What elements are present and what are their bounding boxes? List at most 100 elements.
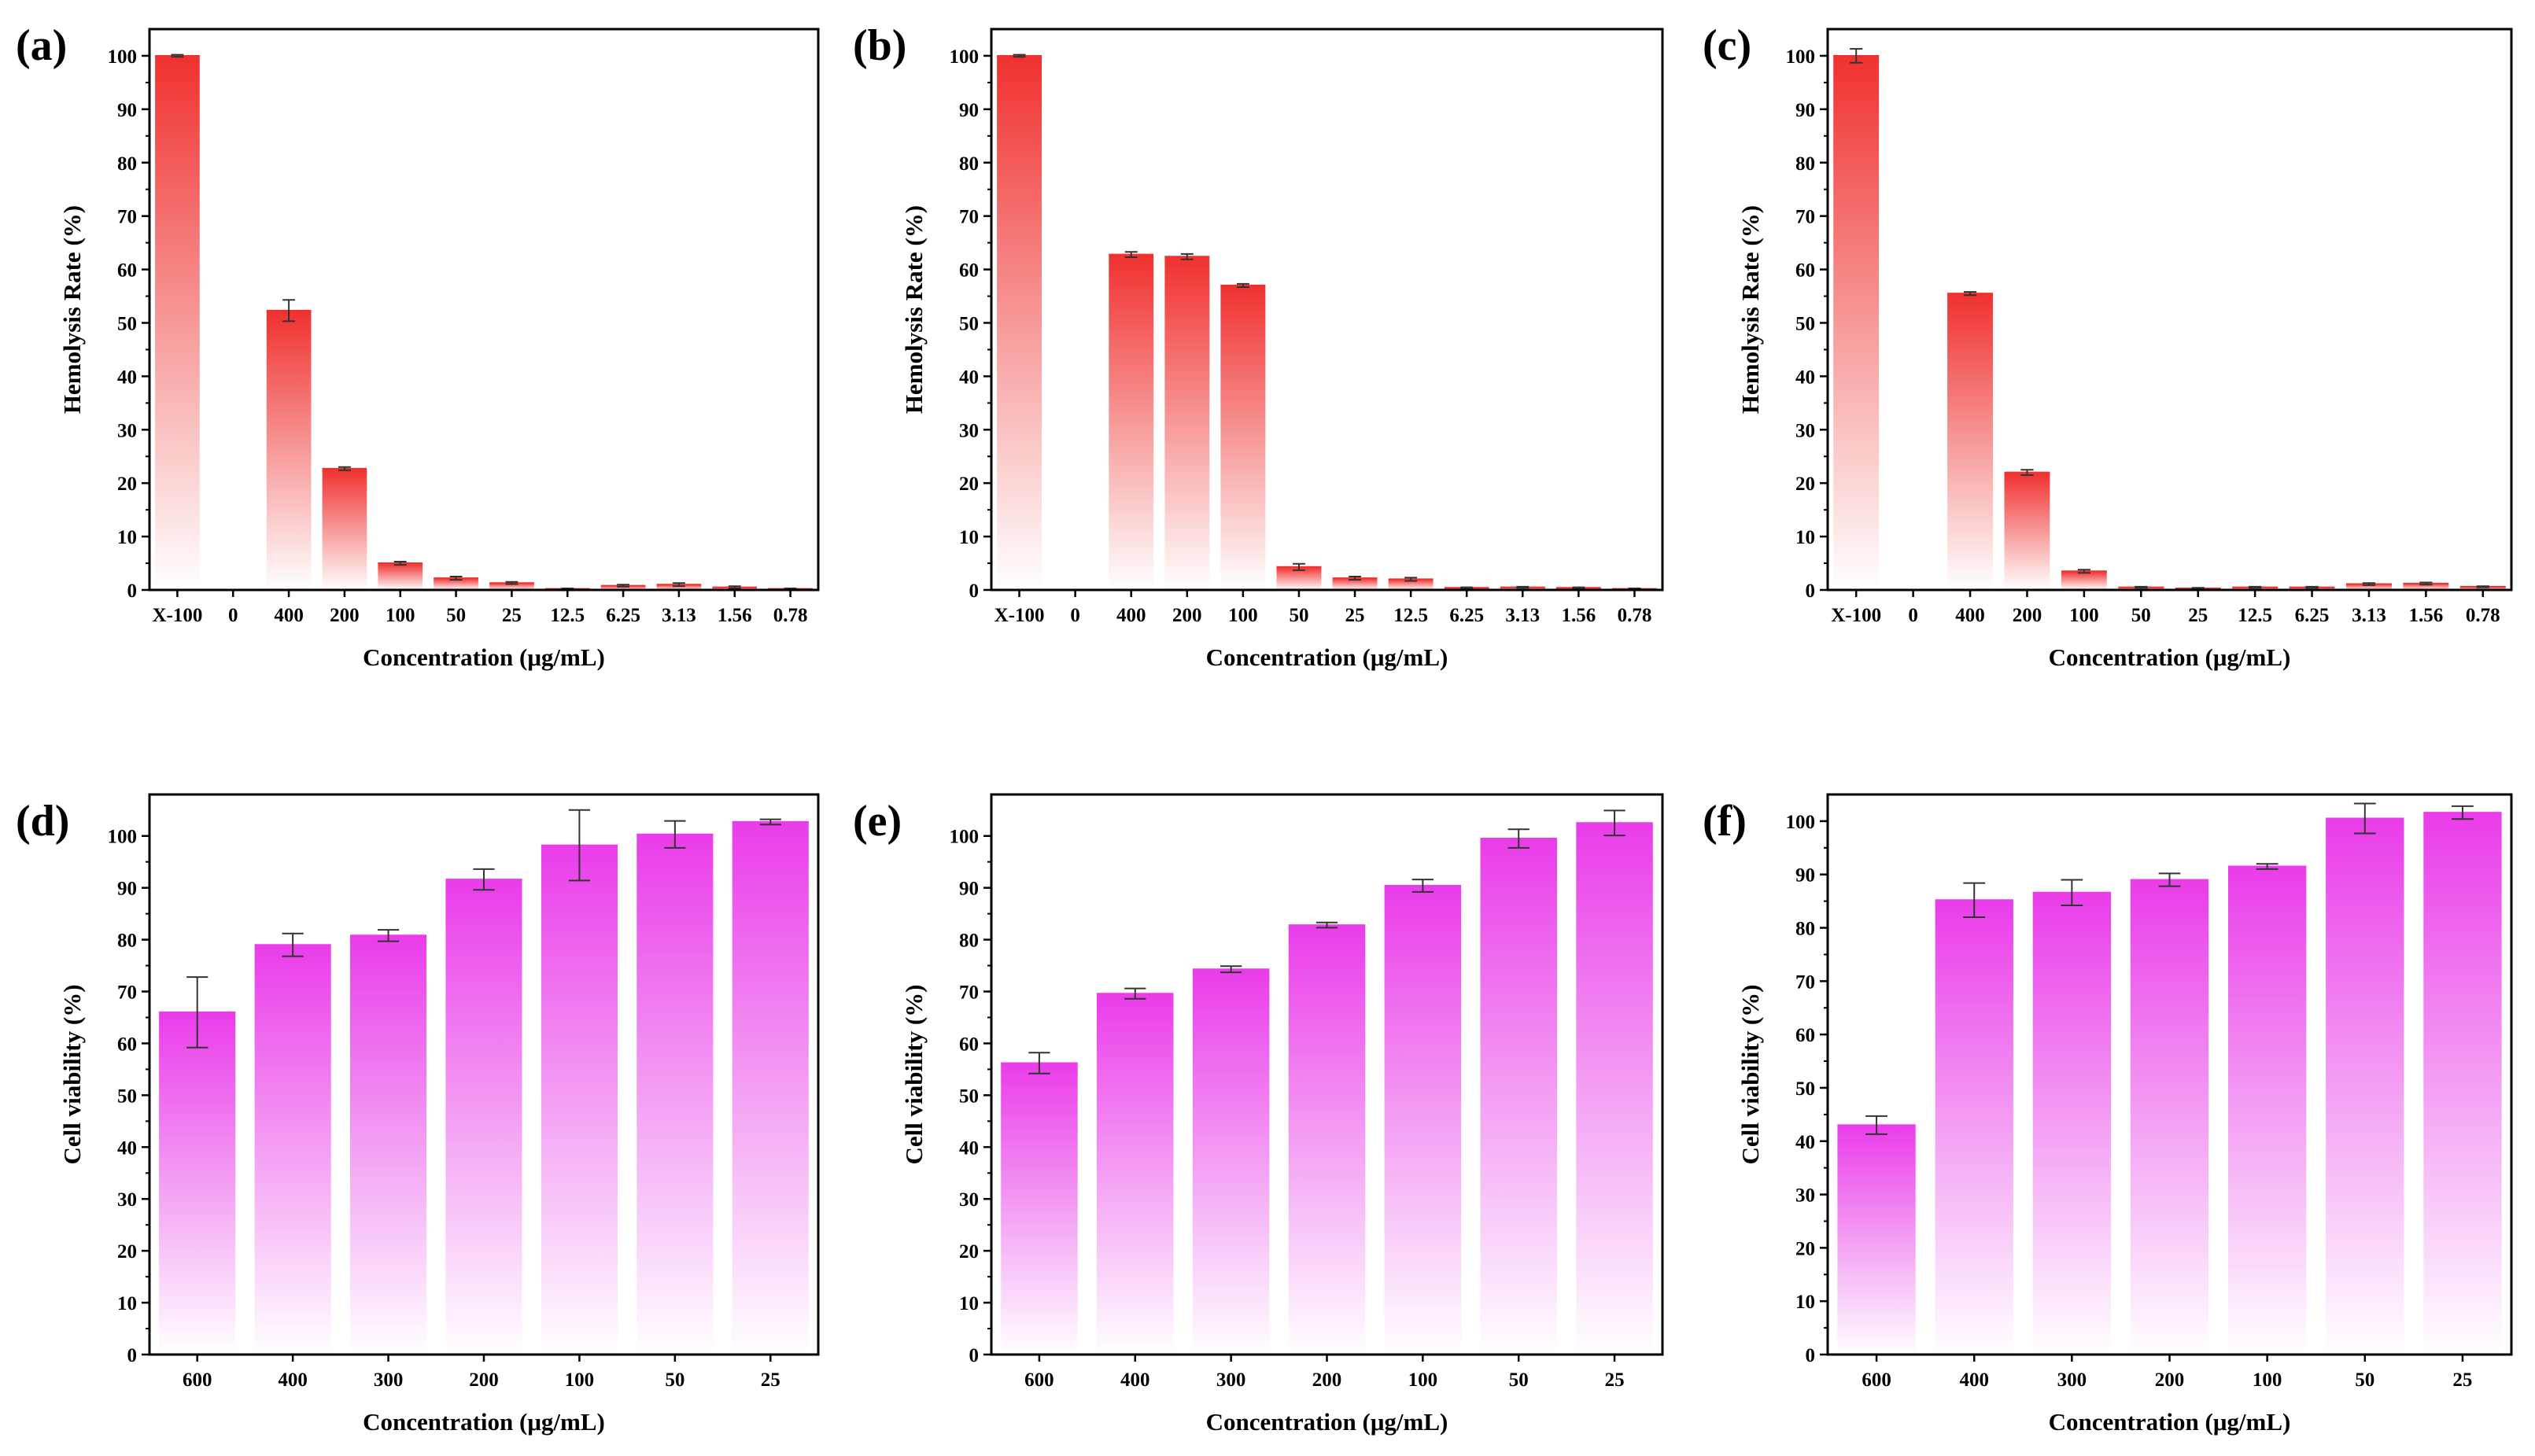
error-bar	[1315, 921, 1338, 929]
bar	[2061, 571, 2107, 590]
y-tick-label: 50	[1795, 1078, 1815, 1100]
error-bar	[1404, 577, 1418, 582]
chart-panel: (f) 600 400 300 200 100 50 25 0 10 20 30 40 50 60 70 80 9…	[1703, 793, 2513, 1436]
error-bar	[2020, 469, 2034, 476]
x-tick-label: 50	[2355, 1369, 2374, 1391]
bar	[2346, 584, 2392, 590]
y-axis-title: Hemolysis Rate (%)	[1736, 205, 1764, 414]
bar	[1109, 254, 1154, 590]
y-tick-label: 60	[1795, 260, 1815, 282]
bar	[434, 578, 478, 590]
y-tick-label: 50	[117, 1086, 137, 1107]
bar	[1947, 293, 1993, 590]
y-tick-label: 0	[1806, 1345, 1816, 1366]
bar	[1837, 1125, 1916, 1355]
error-bar	[2077, 569, 2090, 574]
y-tick-label: 40	[959, 367, 979, 388]
x-tick-label: 400	[1959, 1369, 1989, 1391]
bar	[1220, 285, 1266, 590]
y-tick-label: 40	[1795, 1132, 1815, 1153]
y-axis-title: Hemolysis Rate (%)	[58, 205, 86, 414]
y-tick-label: 100	[950, 827, 980, 848]
y-tick-label: 60	[117, 1034, 137, 1055]
x-tick-label: 100	[1408, 1369, 1438, 1391]
chart-panel: (c)X-100 0 400 200 100 50 25 12.5 6.25 3.13 1.56 0.…	[1703, 21, 2513, 671]
error-bar	[1349, 576, 1362, 581]
y-tick-label: 80	[959, 931, 979, 952]
x-tick-label: 600	[183, 1369, 212, 1391]
y-tick-label: 20	[117, 1241, 137, 1262]
y-tick-label: 50	[1795, 313, 1815, 334]
x-tick-label: 400	[1120, 1369, 1150, 1391]
x-tick-label: 6.25	[1449, 605, 1484, 626]
error-bar	[2158, 872, 2181, 887]
y-tick-label: 100	[950, 46, 980, 68]
bar	[322, 468, 367, 590]
y-axis-title: Cell viability (%)	[1736, 984, 1764, 1164]
x-axis-title: Concentration (μg/mL)	[1206, 1408, 1448, 1436]
y-tick-label: 0	[127, 1345, 138, 1366]
error-bar	[186, 976, 208, 1049]
error-bar	[1963, 291, 1977, 297]
y-tick-label: 0	[127, 581, 138, 602]
error-bar	[617, 584, 630, 588]
error-bar	[1963, 882, 1986, 918]
error-bar	[1028, 1052, 1050, 1074]
y-tick-label: 20	[117, 474, 137, 495]
error-bar	[282, 299, 296, 323]
x-tick-label: X-100	[152, 605, 202, 626]
x-tick-label: 200	[469, 1369, 499, 1391]
bar	[1097, 993, 1174, 1355]
x-tick-label: 200	[2013, 605, 2042, 626]
x-tick-label: 0.78	[1618, 605, 1652, 626]
x-tick-label: 300	[2057, 1369, 2087, 1391]
y-tick-label: 90	[959, 100, 979, 121]
x-tick-label: 200	[1172, 605, 1202, 626]
x-tick-label: 6.25	[606, 605, 640, 626]
y-tick-label: 10	[959, 527, 979, 548]
x-tick-label: 50	[1509, 1369, 1529, 1391]
y-tick-label: 20	[959, 1241, 979, 1262]
error-bar	[728, 585, 741, 589]
x-tick-label: 1.56	[1562, 605, 1596, 626]
error-bar	[1850, 48, 1863, 64]
bar	[2228, 866, 2307, 1355]
x-tick-label: 25	[1605, 1369, 1625, 1391]
y-tick-label: 10	[1795, 527, 1815, 548]
bar	[1480, 839, 1557, 1355]
error-bar	[1411, 879, 1434, 893]
x-tick-label: 300	[1216, 1369, 1246, 1391]
y-tick-label: 30	[959, 1189, 979, 1211]
error-bar	[2061, 879, 2083, 906]
panel-label: (d)	[16, 797, 69, 846]
error-bar	[1603, 809, 1625, 837]
bar	[266, 310, 312, 590]
bar	[2326, 818, 2404, 1355]
error-bar	[2476, 585, 2489, 588]
error-bar	[664, 820, 686, 849]
x-tick-label: 600	[1024, 1369, 1054, 1391]
y-tick-label: 20	[959, 474, 979, 495]
panel-label: (b)	[853, 21, 906, 70]
error-bar	[1124, 251, 1138, 258]
bar	[2130, 879, 2209, 1355]
x-tick-label: 50	[446, 605, 466, 626]
x-tick-label: 0	[228, 605, 238, 626]
y-tick-label: 80	[1795, 153, 1815, 175]
y-tick-label: 60	[959, 1034, 979, 1055]
x-tick-label: 3.13	[1505, 605, 1540, 626]
bar	[159, 1012, 236, 1355]
bar	[637, 834, 714, 1355]
bar	[1384, 886, 1462, 1355]
y-tick-label: 30	[117, 1189, 137, 1211]
x-axis-title: Concentration (μg/mL)	[2049, 1408, 2291, 1436]
x-tick-label: 600	[1862, 1369, 1891, 1391]
bar	[2004, 472, 2050, 590]
bar	[254, 945, 331, 1355]
x-tick-label: 25	[2452, 1369, 2472, 1391]
bar	[489, 583, 534, 590]
bar	[656, 584, 702, 590]
x-tick-label: 50	[1289, 605, 1308, 626]
y-tick-label: 0	[969, 1345, 980, 1366]
y-tick-label: 100	[108, 46, 138, 68]
